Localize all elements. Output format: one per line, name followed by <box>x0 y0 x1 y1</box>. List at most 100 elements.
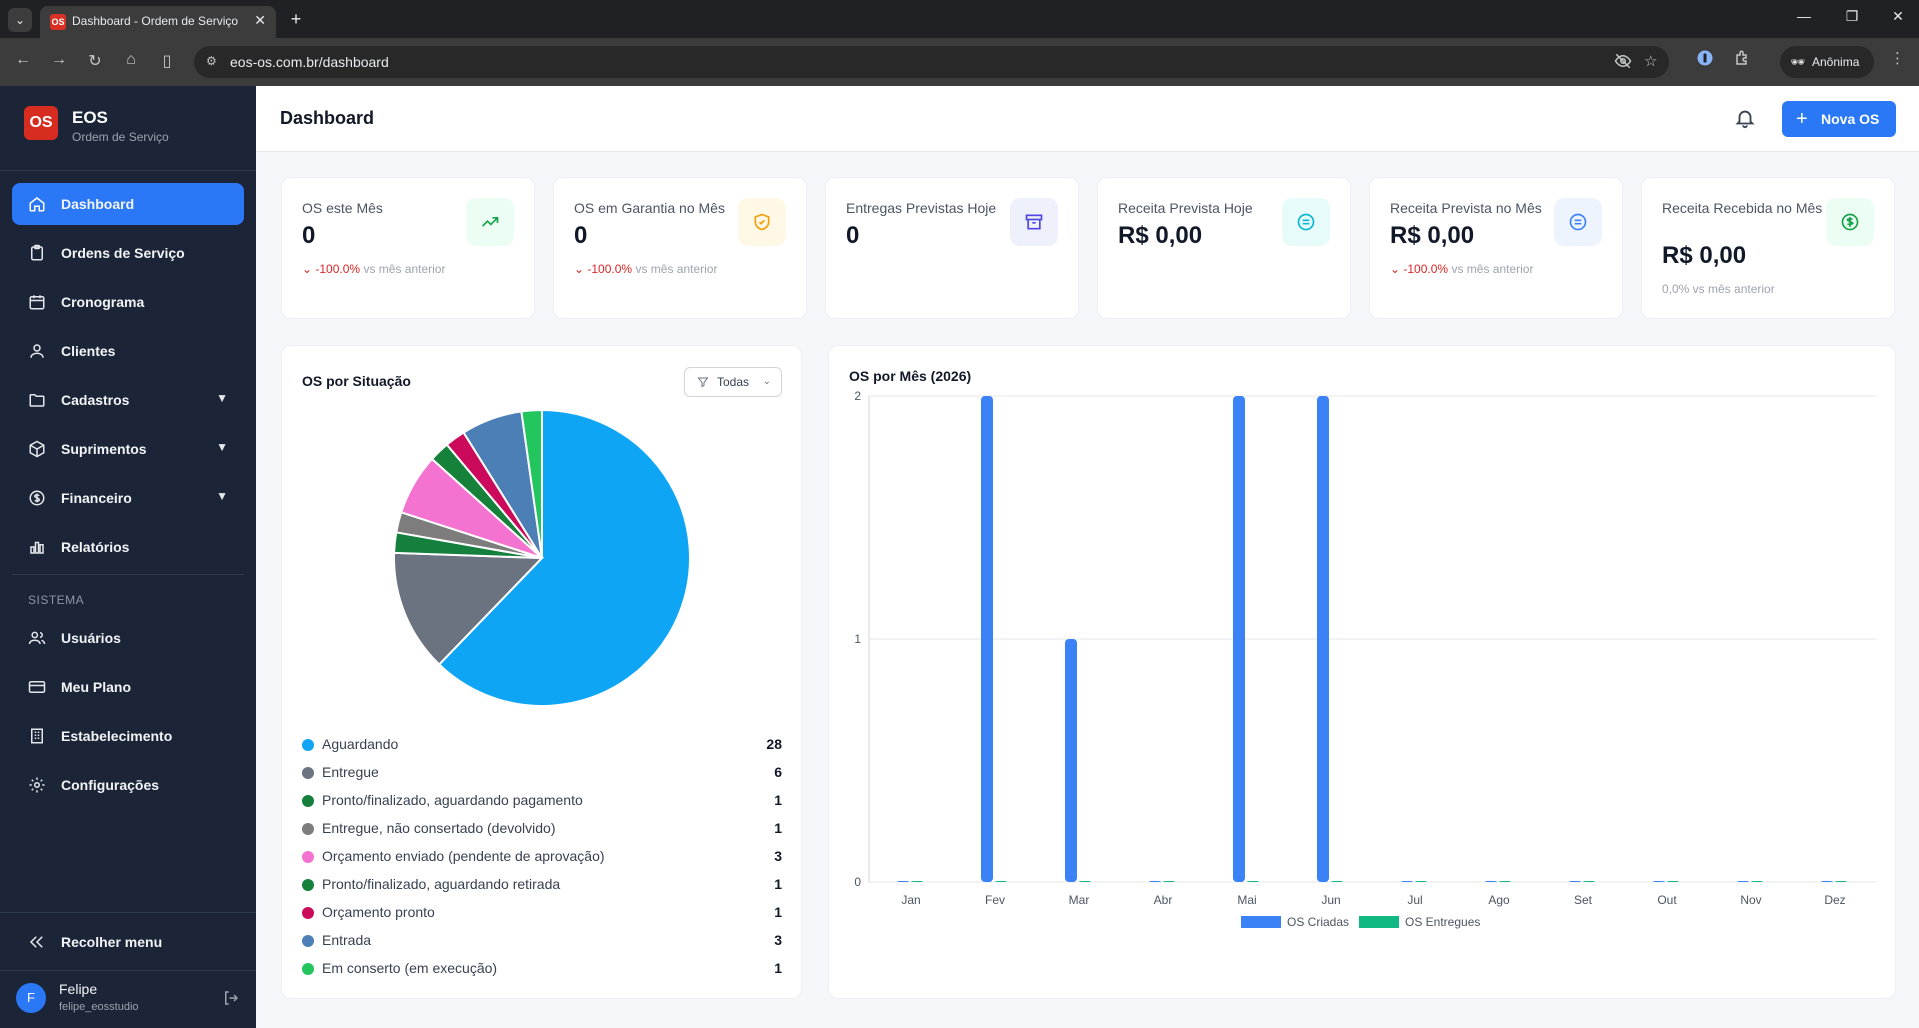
chevron-down-icon: ▼ <box>216 391 228 405</box>
pie-slice[interactable] <box>393 551 545 666</box>
kpi-value: R$ 0,00 <box>1662 242 1747 269</box>
new-tab-button[interactable]: + <box>290 9 302 29</box>
legend-swatch <box>302 823 314 835</box>
bar-os-entregues[interactable] <box>1079 881 1091 882</box>
tab-close-icon[interactable]: ✕ <box>254 12 266 28</box>
password-manager-icon[interactable] <box>1696 49 1714 71</box>
sidebar-item-cronograma[interactable]: Cronograma <box>12 281 244 323</box>
bell-icon[interactable] <box>1734 107 1756 129</box>
kpi-value: R$ 0,00 <box>1118 222 1203 249</box>
sidebar-item-relatorios[interactable]: Relatórios <box>12 526 244 568</box>
bar-os-entregues[interactable] <box>1415 881 1427 882</box>
browser-menu-icon[interactable]: ⋮ <box>1890 50 1905 67</box>
window-close-icon[interactable]: ✕ <box>1892 8 1904 24</box>
bar-os-entregues[interactable] <box>1331 881 1343 882</box>
dollar-circle-icon <box>1826 198 1874 246</box>
split-view-icon[interactable]: ▯ <box>162 53 172 70</box>
eye-off-icon[interactable] <box>1614 52 1632 74</box>
legend-count: 3 <box>774 932 782 948</box>
sidebar-item-meu-plano[interactable]: Meu Plano <box>12 666 244 708</box>
bar-os-entregues[interactable] <box>1499 881 1511 882</box>
browser-tab[interactable]: OS Dashboard - Ordem de Serviço ✕ <box>40 6 276 38</box>
legend-item[interactable]: Aguardando 28 <box>302 735 782 755</box>
status-filter-dropdown[interactable]: Todas ⌄ <box>684 367 782 397</box>
bar-os-entregues[interactable] <box>1751 881 1763 882</box>
bar-os-entregues[interactable] <box>1667 881 1679 882</box>
legend-item[interactable]: Orçamento pronto 1 <box>302 903 782 923</box>
legend-item[interactable]: Entregue 6 <box>302 763 782 783</box>
sidebar-item-estabelecimento[interactable]: Estabelecimento <box>12 715 244 757</box>
incognito-profile-button[interactable]: 🕶 Anônima <box>1780 46 1874 78</box>
bar-os-criadas[interactable] <box>1485 881 1497 882</box>
bar-os-criadas[interactable] <box>1065 639 1077 882</box>
user-profile[interactable]: F Felipe felipe_eosstudio <box>0 970 256 1028</box>
forward-icon[interactable]: → <box>51 51 67 68</box>
legend-item[interactable]: Pronto/finalizado, aguardando retirada 1 <box>302 875 782 895</box>
legend-item[interactable]: Pronto/finalizado, aguardando pagamento 1 <box>302 791 782 811</box>
sidebar-item-label: Cadastros <box>61 392 130 408</box>
bar-os-criadas[interactable] <box>1233 396 1245 882</box>
back-icon[interactable]: ← <box>15 51 31 68</box>
bookmark-star-icon[interactable]: ☆ <box>1644 53 1658 70</box>
minimize-icon[interactable]: — <box>1797 8 1811 24</box>
address-bar[interactable]: ⚙ eos-os.com.br/dashboard ☆ <box>194 46 1669 78</box>
users-icon <box>30 344 44 358</box>
legend-item[interactable]: Orçamento enviado (pendente de aprovação… <box>302 847 782 867</box>
kpi-label: Receita Recebida no Mês <box>1662 200 1823 216</box>
site-info-icon[interactable]: ⚙ <box>206 54 217 68</box>
bar-os-criadas[interactable] <box>1737 881 1749 882</box>
logout-icon[interactable] <box>222 989 240 1007</box>
bar-os-criadas[interactable] <box>1821 881 1833 882</box>
bar-os-entregues[interactable] <box>1835 881 1847 882</box>
sidebar-item-configuracoes[interactable]: Configurações <box>12 764 244 806</box>
sidebar-item-label: Financeiro <box>61 490 132 506</box>
sidebar-item-suprimentos[interactable]: Suprimentos ▼ <box>12 428 244 470</box>
favicon-icon: OS <box>50 14 66 30</box>
home-icon[interactable]: ⌂ <box>126 51 136 68</box>
bar-os-criadas[interactable] <box>1569 881 1581 882</box>
sidebar: OS EOS Ordem de Serviço Dashboard Ordens… <box>0 86 256 1028</box>
bar-os-criadas[interactable] <box>1401 881 1413 882</box>
legend-item[interactable]: Em conserto (em execução) 1 <box>302 959 782 979</box>
reload-icon[interactable]: ↻ <box>88 53 102 70</box>
bar-os-entregues[interactable] <box>995 881 1007 882</box>
new-os-button[interactable]: + Nova OS <box>1782 101 1896 137</box>
legend-swatch <box>1359 916 1399 928</box>
sidebar-item-clientes[interactable]: Clientes <box>12 330 244 372</box>
bar-os-entregues[interactable] <box>1583 881 1595 882</box>
collapse-menu-button[interactable]: Recolher menu <box>0 912 256 970</box>
gear-icon <box>29 777 45 793</box>
sidebar-item-label: Usuários <box>61 630 121 646</box>
bar-os-criadas[interactable] <box>1149 881 1161 882</box>
bar-os-entregues[interactable] <box>911 881 923 882</box>
brand-subtitle: Ordem de Serviço <box>72 130 169 144</box>
x-tick-label: Abr <box>1154 893 1173 907</box>
kpi-card-os-mes: OS este Mês 0 ⌄ -100.0% vs mês anterior <box>281 177 535 319</box>
legend-item[interactable]: Entregue, não consertado (devolvido) 1 <box>302 819 782 839</box>
kpi-delta-text: vs mês anterior <box>363 262 446 276</box>
tab-list-button[interactable]: ⌄ <box>8 8 32 32</box>
legend-count: 1 <box>774 820 782 836</box>
sidebar-item-ordens[interactable]: Ordens de Serviço <box>12 232 244 274</box>
pie-slice[interactable] <box>437 408 691 707</box>
x-tick-label: Jul <box>1407 893 1422 907</box>
sidebar-item-financeiro[interactable]: Financeiro ▼ <box>12 477 244 519</box>
legend-count: 1 <box>774 904 782 920</box>
bar-os-entregues[interactable] <box>1163 881 1175 882</box>
sidebar-item-cadastros[interactable]: Cadastros ▼ <box>12 379 244 421</box>
legend-item[interactable]: Entrada 3 <box>302 931 782 951</box>
bar-os-criadas[interactable] <box>981 396 993 882</box>
brand-name: EOS <box>72 108 108 127</box>
restore-icon[interactable]: ❐ <box>1845 8 1859 24</box>
sidebar-item-usuarios[interactable]: Usuários <box>12 617 244 659</box>
x-tick-label: Jun <box>1321 893 1340 907</box>
bar-os-criadas[interactable] <box>1317 396 1329 882</box>
legend-count: 1 <box>774 876 782 892</box>
sidebar-item-dashboard[interactable]: Dashboard <box>12 183 244 225</box>
bar-os-criadas[interactable] <box>1653 881 1665 882</box>
bar-os-entregues[interactable] <box>1247 881 1259 882</box>
bar-os-criadas[interactable] <box>897 881 909 882</box>
pie-slice[interactable] <box>520 408 543 559</box>
kpi-card-receita-recebida: Receita Recebida no Mês R$ 0,00 0,0% vs … <box>1641 177 1895 319</box>
extensions-icon[interactable] <box>1734 49 1752 71</box>
